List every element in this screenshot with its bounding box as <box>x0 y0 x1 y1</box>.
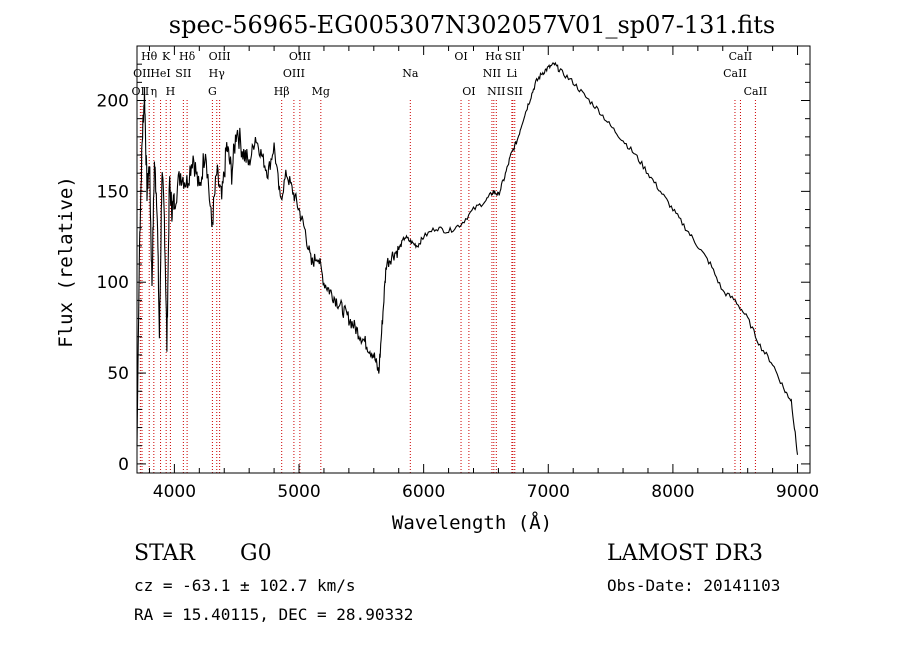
spectral-line-label: OIII <box>283 67 305 80</box>
x-tick-label: 6000 <box>402 482 445 502</box>
spectral-line-label: OIII <box>289 50 311 63</box>
y-tick-label: 50 <box>107 364 129 384</box>
spectrum-series-line <box>136 61 799 455</box>
subclass: G0 <box>240 541 272 566</box>
axes: 4000 5000 6000 7000 8000 9000 0 50 100 150 200 <box>97 45 819 502</box>
spectral-line-label: Li <box>506 67 517 80</box>
survey-name: LAMOST DR3 <box>607 541 763 566</box>
plot-frame <box>136 45 811 474</box>
spectral-line-label: CaII <box>744 85 768 98</box>
coordinates: RA = 15.40115, DEC = 28.90332 <box>134 605 414 624</box>
obs-date: Obs-Date: 20141103 <box>607 576 781 595</box>
x-axis-label: Wavelength (Å) <box>392 511 552 534</box>
x-tick-label: 5000 <box>277 482 320 502</box>
spectral-line-label: SII <box>175 67 191 80</box>
y-tick-label: 200 <box>97 92 129 112</box>
spectral-line-label: SII <box>507 85 523 98</box>
spectral-lines: OII Hθ OII HeI Kη H SII Hδ OIII Hγ G Hβ OIII OIII Mg Na… <box>132 50 768 473</box>
spectral-line-label: Hγ <box>209 67 226 80</box>
spectral-line-label: Mg <box>312 85 330 98</box>
spectral-line-label: OI <box>462 85 475 98</box>
spectral-line-label: G <box>208 85 217 98</box>
y-tick-label: 0 <box>118 455 129 475</box>
spectral-line-label: NII <box>487 85 505 98</box>
spectral-line-label: Hδ <box>179 50 196 63</box>
spectral-line-label: OII <box>132 85 150 98</box>
spectral-line-label: Hβ <box>274 85 290 98</box>
spectral-line-label: HeI <box>150 67 170 80</box>
spectral-line-label: SII <box>505 50 521 63</box>
y-axis-label: Flux (relative) <box>55 176 77 348</box>
x-tick-label: 8000 <box>651 482 694 502</box>
spectral-line-label: Hα <box>485 50 503 63</box>
spectral-line-label: η <box>151 85 158 98</box>
x-tick-label: 7000 <box>527 482 570 502</box>
spectral-line-label: H <box>166 85 176 98</box>
spectral-line-label: OI <box>454 50 467 63</box>
spectral-line-label: CaII <box>723 67 747 80</box>
spectral-line-label: OIII <box>209 50 231 63</box>
y-tick-label: 100 <box>97 273 129 293</box>
y-tick-label: 150 <box>97 182 129 202</box>
chart-title: spec-56965-EG005307N302057V01_sp07-131.f… <box>169 11 775 39</box>
x-tick-label: 9000 <box>776 482 819 502</box>
redshift-text: cz = -63.1 ± 102.7 km/s <box>134 576 356 595</box>
spectral-line-label: Na <box>402 67 419 80</box>
spectral-line-label: Hθ <box>141 50 158 63</box>
spectral-line-label: OII <box>133 67 151 80</box>
series-layer <box>136 61 799 455</box>
object-class: STAR <box>134 541 195 566</box>
spectral-line-label: K <box>162 50 171 63</box>
spectral-line-label: CaII <box>729 50 753 63</box>
x-tick-label: 4000 <box>153 482 196 502</box>
spectral-line-label: NII <box>483 67 501 80</box>
